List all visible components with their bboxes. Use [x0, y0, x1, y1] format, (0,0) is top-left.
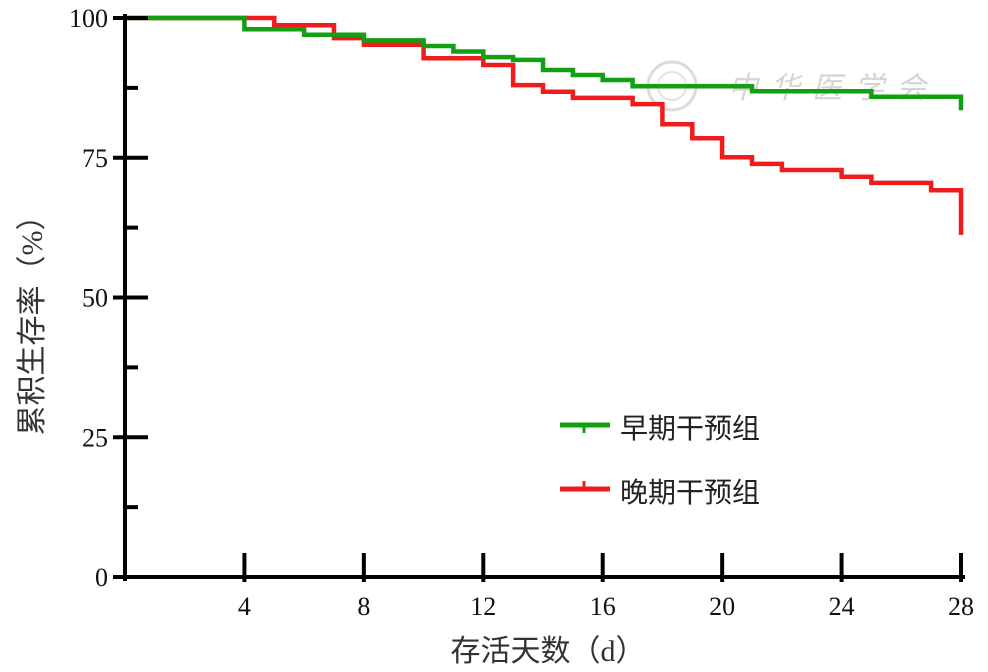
y-tick-label: 0 — [95, 563, 108, 592]
y-tick-label: 50 — [82, 284, 108, 313]
x-tick-label: 16 — [590, 592, 616, 621]
y-axis-title: 累积生存率（%） — [16, 201, 49, 436]
y-tick-label: 100 — [69, 4, 108, 33]
series-line-1 — [125, 15, 964, 235]
legend-label-1: 晚期干预组 — [620, 477, 760, 509]
y-tick-label: 25 — [82, 423, 108, 452]
y-tick-label: 75 — [82, 144, 108, 173]
x-tick-label: 4 — [238, 592, 251, 621]
x-axis-title: 存活天数（d） — [451, 635, 646, 668]
x-tick-label: 12 — [470, 592, 496, 621]
x-tick-label: 8 — [357, 592, 370, 621]
x-tick-label: 24 — [829, 592, 855, 621]
x-tick-label: 20 — [709, 592, 735, 621]
series-layer — [125, 15, 964, 235]
legend-label-0: 早期干预组 — [620, 413, 760, 445]
ticks: 0 25 50 75 100 4 8 12 16 20 24 28 — [69, 4, 974, 621]
watermark-text: 中华医学会 — [728, 71, 938, 106]
x-tick-label: 28 — [948, 592, 974, 621]
watermark: 中华医学会 — [646, 60, 938, 112]
series-line-0 — [125, 15, 964, 111]
